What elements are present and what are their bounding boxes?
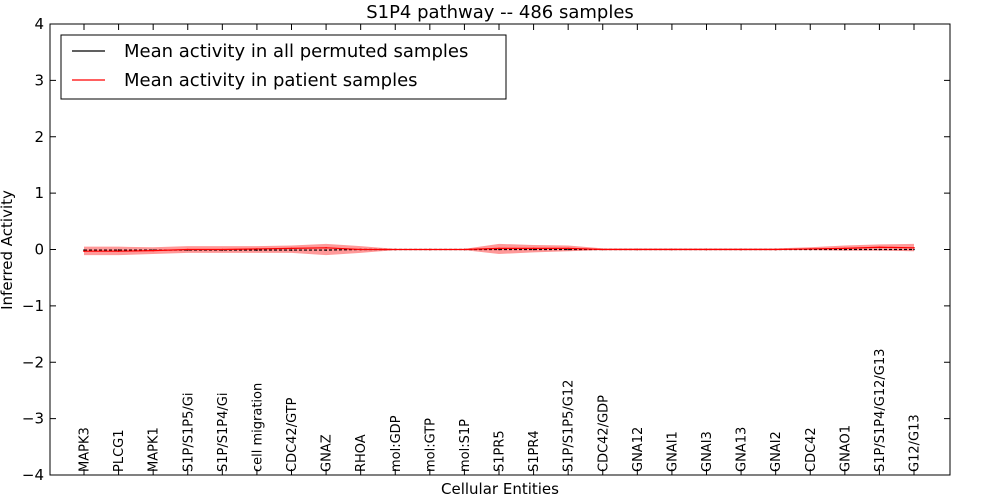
x-tick-label: GNA12: [631, 427, 646, 472]
x-axis-label: Cellular Entities: [441, 480, 559, 498]
y-tick-label: −3: [22, 410, 44, 428]
x-tick-label: GNAI2: [769, 431, 784, 472]
x-tick-label: G12/G13: [908, 414, 923, 472]
y-tick-label: −1: [22, 297, 44, 315]
series-0-point: [498, 248, 500, 251]
x-tick-label: S1PR5: [493, 430, 508, 472]
x-tick-label: PLCG1: [112, 429, 127, 472]
x-tick-label: S1P/S1P5/Gi: [181, 393, 196, 472]
series-0-point: [567, 248, 569, 251]
y-axis-label: Inferred Activity: [0, 190, 16, 310]
x-tick-label: S1P/S1P4/G12/G13: [873, 349, 888, 472]
series-1-point: [221, 248, 224, 251]
series-1-point: [498, 247, 500, 250]
x-tick-label: S1P/S1P4/Gi: [216, 393, 231, 472]
x-tick-label: mol:GTP: [423, 418, 438, 472]
series-1-point: [705, 248, 708, 251]
x-tick-label: MAPK1: [147, 427, 162, 472]
x-tick-label: CDC42: [804, 427, 819, 472]
y-tick-label: 0: [34, 241, 44, 259]
x-tick-label: S1PR4: [527, 430, 542, 472]
legend-frame: [60, 34, 507, 100]
series-1-point: [567, 247, 569, 250]
x-axis: MAPK3 PLCG1 MAPK1 S1P/S1P5/Gi S1P/S1P4/Gi cel…: [78, 24, 923, 475]
legend: Mean activity in all permuted samples Me…: [60, 34, 507, 100]
x-tick-label: mol:S1P: [458, 419, 473, 472]
series-0-point: [83, 249, 85, 251]
series-0-point: [325, 249, 327, 251]
series-1-point: [463, 248, 466, 251]
series-1-point: [774, 248, 777, 251]
series-0-point: [844, 248, 846, 251]
series-1-point: [740, 248, 742, 251]
y-tick-label: 4: [34, 15, 44, 33]
plot-area: [83, 243, 915, 256]
x-tick-label: CDC42/GTP: [285, 397, 300, 472]
series-1-point: [844, 247, 846, 250]
legend-label-permuted: Mean activity in all permuted samples: [124, 41, 468, 62]
series-1-point: [152, 249, 154, 252]
series-1-point: [359, 248, 362, 251]
series-1-point: [429, 248, 431, 251]
series-0-point: [878, 248, 881, 251]
y-axis: −4 −3 −2 −1 0 1 2 3 4: [22, 15, 950, 484]
series-1-point: [601, 248, 604, 251]
y-tick-label: 3: [34, 71, 44, 89]
x-tick-label: RHOA: [354, 434, 369, 472]
series-1-point: [325, 247, 327, 249]
series-0-point: [913, 248, 915, 251]
x-tick-label: GNAO1: [838, 425, 853, 472]
x-tick-label: CDC42/GDP: [596, 395, 611, 472]
y-tick-label: −2: [22, 353, 44, 371]
series-1-point: [83, 250, 85, 252]
series-1-point: [117, 250, 120, 252]
series-1-point: [671, 248, 673, 251]
x-tick-label: mol:GDP: [389, 415, 404, 472]
line-layer: [83, 246, 915, 252]
series-1-point: [256, 248, 258, 250]
y-tick-label: 1: [34, 184, 44, 202]
x-tick-label: MAPK3: [78, 427, 93, 472]
x-tick-label: GNAI1: [665, 431, 680, 472]
x-tick-label: GNA13: [735, 427, 750, 472]
series-1-point: [913, 247, 915, 249]
x-tick-label: GNAZ: [320, 434, 335, 472]
x-tick-label: cell migration: [250, 383, 265, 472]
series-0-point: [290, 249, 293, 251]
series-0-point: [256, 249, 258, 251]
series-1-point: [394, 248, 397, 251]
series-1-point: [186, 248, 189, 251]
series-0-point: [532, 248, 535, 251]
y-tick-label: 2: [34, 128, 44, 146]
y-tick-label: −4: [22, 466, 44, 484]
series-1-point: [878, 246, 881, 249]
series-1-point: [532, 247, 535, 250]
x-tick-label: S1P/S1P5/G12: [562, 380, 577, 472]
series-0-point: [117, 249, 120, 251]
x-tick-label: GNAI3: [700, 431, 715, 472]
chart-title: S1P4 pathway -- 486 samples: [366, 2, 634, 23]
series-1-point: [290, 247, 293, 250]
series-1-point: [809, 248, 812, 250]
legend-label-patient: Mean activity in patient samples: [124, 70, 418, 91]
series-1-point: [636, 248, 639, 251]
